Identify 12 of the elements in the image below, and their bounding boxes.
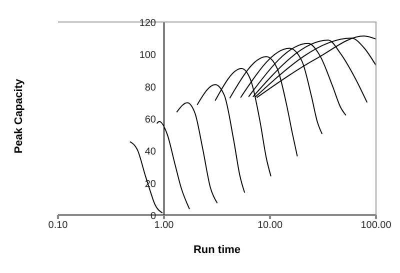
y-tick-label: 80 [144,82,156,94]
x-tick-label: 10.00 [257,220,283,232]
y-tick-label: 40 [144,146,156,158]
x-axis-title: Run time [193,244,241,256]
x-tick-label: 0.10 [48,220,68,232]
y-tick-label: 120 [139,18,156,29]
y-tick-label: 0 [150,211,156,222]
x-tick-label: 100.00 [360,220,392,232]
y-axis-title: Peak Capacity [12,78,25,154]
y-tick-label: 100 [139,50,156,62]
x-tick-label: 1.00 [154,220,174,232]
y-tick-label: 60 [144,114,156,126]
